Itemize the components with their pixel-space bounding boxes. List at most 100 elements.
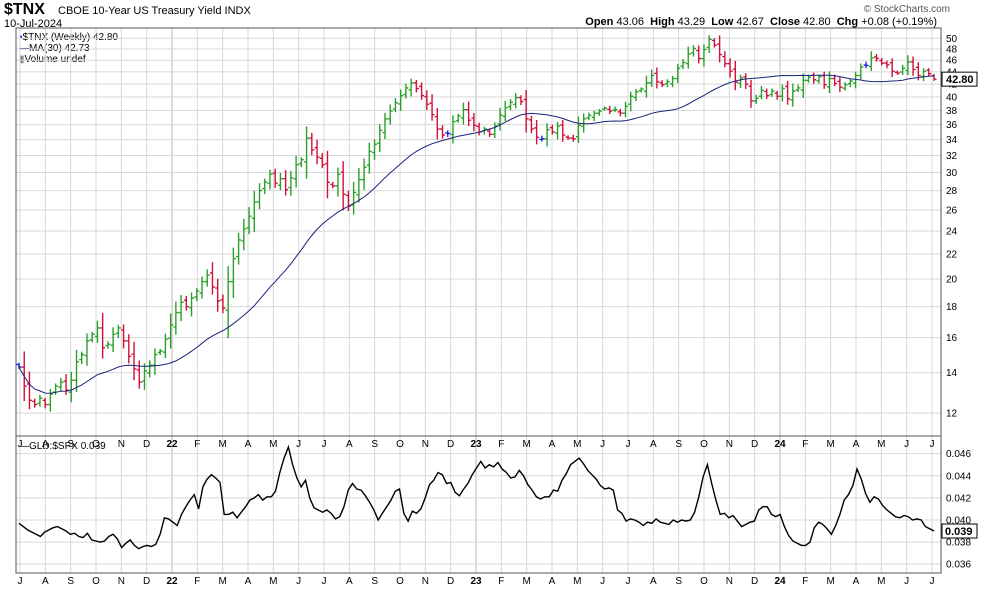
x-tick-label-lower: A (245, 576, 252, 587)
low-value: 42.67 (736, 16, 764, 28)
x-tick-label: J (296, 439, 301, 450)
x-tick-label-lower: N (726, 576, 733, 587)
y-tick-label: 22 (946, 249, 958, 260)
x-tick-label-lower: D (143, 576, 150, 587)
chart-date: 10-Jul-2024 (4, 18, 63, 30)
close-label: Close (770, 16, 800, 28)
y-tick-label-lower: 0.042 (946, 493, 971, 504)
x-tick-label: A (549, 439, 556, 450)
x-tick-label-lower: J (626, 576, 631, 587)
chart-symbol: $TNX (4, 1, 45, 18)
legend-lower: —GLD:$SPX 0.039 (19, 441, 106, 452)
x-tick-label-lower: A (42, 576, 49, 587)
x-tick-label-lower: F (802, 576, 808, 587)
x-tick-label-lower: A (853, 576, 860, 587)
description-text: CBOE 10-Year US Treasury Yield (58, 5, 222, 17)
x-tick-label: F (498, 439, 504, 450)
x-tick-label-lower: S (67, 576, 74, 587)
y-tick-label-lower: 0.046 (946, 449, 971, 460)
x-tick-label-lower: M (877, 576, 885, 587)
y-tick-label: 18 (946, 302, 958, 313)
low-label: Low (711, 16, 734, 28)
x-tick-label-lower: N (422, 576, 429, 587)
last-ratio-label: 0.039 (945, 526, 973, 538)
y-tick-label: 34 (946, 135, 958, 146)
legend-volume: ▮Volume undef (19, 54, 86, 65)
lower-grid (16, 436, 941, 573)
x-tick-label-lower: M (218, 576, 226, 587)
x-tick-label-lower: 24 (774, 576, 786, 587)
legend-ma: —MA(30) 42.73 (19, 43, 90, 54)
x-tick-label: J (904, 439, 909, 450)
x-tick-label-lower: D (751, 576, 758, 587)
x-tick-label: 23 (470, 439, 482, 450)
x-tick-label-lower: O (700, 576, 708, 587)
x-tick-label: A (853, 439, 860, 450)
x-tick-label: D (447, 439, 454, 450)
x-tick-label-lower: M (826, 576, 834, 587)
last-price-label: 42.80 (946, 74, 974, 86)
x-tick-label: M (826, 439, 834, 450)
x-tick-label: J (18, 439, 23, 450)
x-tick-label: M (573, 439, 581, 450)
x-tick-label-lower: O (396, 576, 404, 587)
exchange-text: INDX (224, 5, 251, 17)
y-tick-label: 30 (946, 168, 958, 179)
x-tick-label-lower: D (447, 576, 454, 587)
y-tick-label-lower: 0.044 (946, 471, 971, 482)
x-tick-label-lower: A (549, 576, 556, 587)
x-tick-label: J (600, 439, 605, 450)
y-tick-label: 46 (946, 56, 958, 67)
x-tick-label-lower: S (675, 576, 682, 587)
y-tick-label: 32 (946, 151, 958, 162)
open-label: Open (585, 16, 614, 28)
x-tick-label: O (92, 439, 100, 450)
last-ratio-flag (941, 523, 978, 539)
y-tick-label-lower: 0.038 (946, 538, 971, 549)
x-tick-label: D (751, 439, 758, 450)
x-tick-label: J (322, 439, 327, 450)
x-tick-label-lower: J (904, 576, 909, 587)
x-tick-label-lower: M (522, 576, 530, 587)
brand-watermark: © StockCharts.com (863, 4, 950, 15)
y-tick-label: 36 (946, 120, 958, 131)
x-tick-label-lower: N (118, 576, 125, 587)
x-tick-label: A (346, 439, 353, 450)
x-tick-label-lower: 22 (166, 576, 178, 587)
y-tick-label: 40 (946, 92, 958, 103)
x-tick-label-lower: 23 (470, 576, 482, 587)
x-tick-label: J (930, 439, 935, 450)
x-tick-label-lower: M (269, 576, 277, 587)
y-tick-label-lower: 0.036 (946, 560, 971, 571)
last-price-flag (941, 71, 978, 87)
x-tick-label: A (42, 439, 49, 450)
x-tick-label: O (700, 439, 708, 450)
x-tick-label: F (802, 439, 808, 450)
axes: J J A A S S O O N N D D 22 22 F F M M A A M M J J J J A A S S O O N N D D 23… (18, 34, 978, 587)
x-tick-label-lower: A (346, 576, 353, 587)
price-bars (16, 35, 937, 412)
close-value: 42.80 (803, 16, 831, 28)
x-tick-label: 24 (774, 439, 786, 450)
x-tick-label-lower: S (371, 576, 378, 587)
x-tick-label: M (218, 439, 226, 450)
chg-value: +0.08 (+0.19%) (861, 16, 937, 28)
x-tick-label: J (626, 439, 631, 450)
x-tick-label: M (522, 439, 530, 450)
x-tick-label-lower: J (322, 576, 327, 587)
x-tick-label: A (650, 439, 657, 450)
x-tick-label: 22 (166, 439, 178, 450)
chart-description: CBOE 10-Year US Treasury Yield INDX (58, 5, 251, 17)
x-tick-label-lower: J (18, 576, 23, 587)
upper-grid (16, 28, 941, 436)
x-tick-label: S (67, 439, 74, 450)
x-tick-label: S (675, 439, 682, 450)
x-tick-label: F (194, 439, 200, 450)
x-tick-label: O (396, 439, 404, 450)
open-value: 43.06 (616, 16, 644, 28)
y-tick-label: 26 (946, 206, 958, 217)
high-label: High (650, 16, 675, 28)
x-tick-label: M (877, 439, 885, 450)
y-tick-label: 16 (946, 333, 958, 344)
